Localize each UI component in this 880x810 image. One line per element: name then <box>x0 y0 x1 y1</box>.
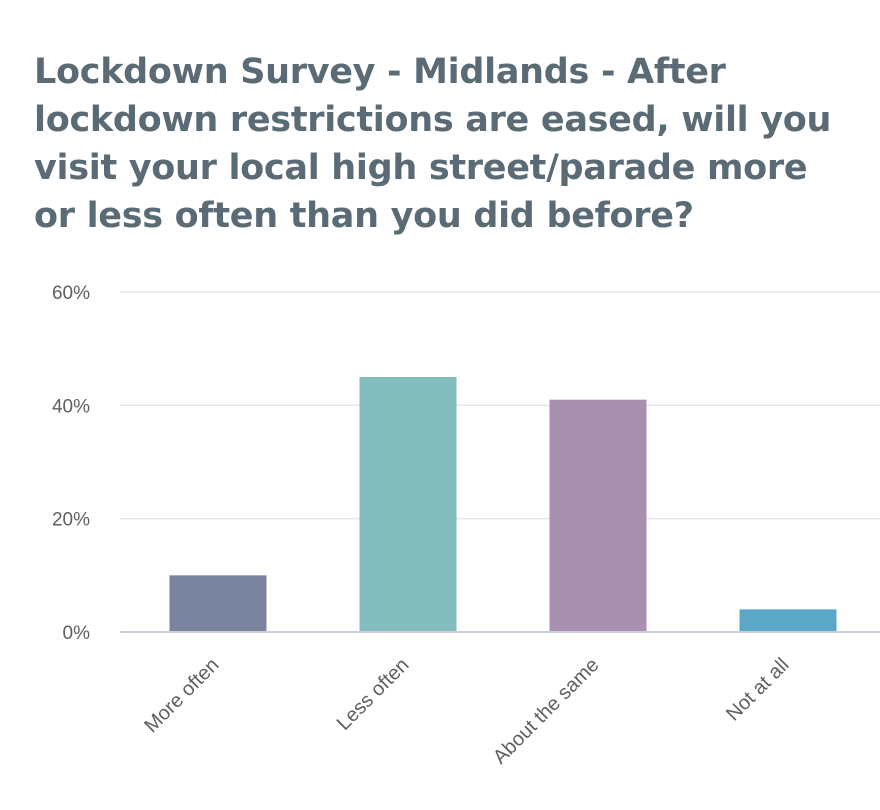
y-axis-labels: 0% 20% 40% 60% <box>52 283 90 644</box>
bar <box>359 377 457 632</box>
bar <box>549 399 647 632</box>
bar <box>739 609 837 632</box>
y-tick-label: 40% <box>52 396 90 417</box>
x-tick-label: Not at all <box>722 654 793 725</box>
chart-title: Lockdown Survey - Midlands - After lockd… <box>34 52 832 236</box>
x-axis-labels: More often Less often About the same Not at… <box>140 654 793 769</box>
x-tick-label: Less often <box>333 654 414 735</box>
gridlines <box>120 291 880 520</box>
y-tick-label: 20% <box>52 510 90 531</box>
y-tick-label: 0% <box>63 623 91 644</box>
bar <box>169 575 267 632</box>
x-tick-label: More often <box>140 654 223 737</box>
bars <box>169 377 837 632</box>
x-tick-label: About the same <box>489 654 604 769</box>
y-tick-label: 60% <box>52 283 90 304</box>
